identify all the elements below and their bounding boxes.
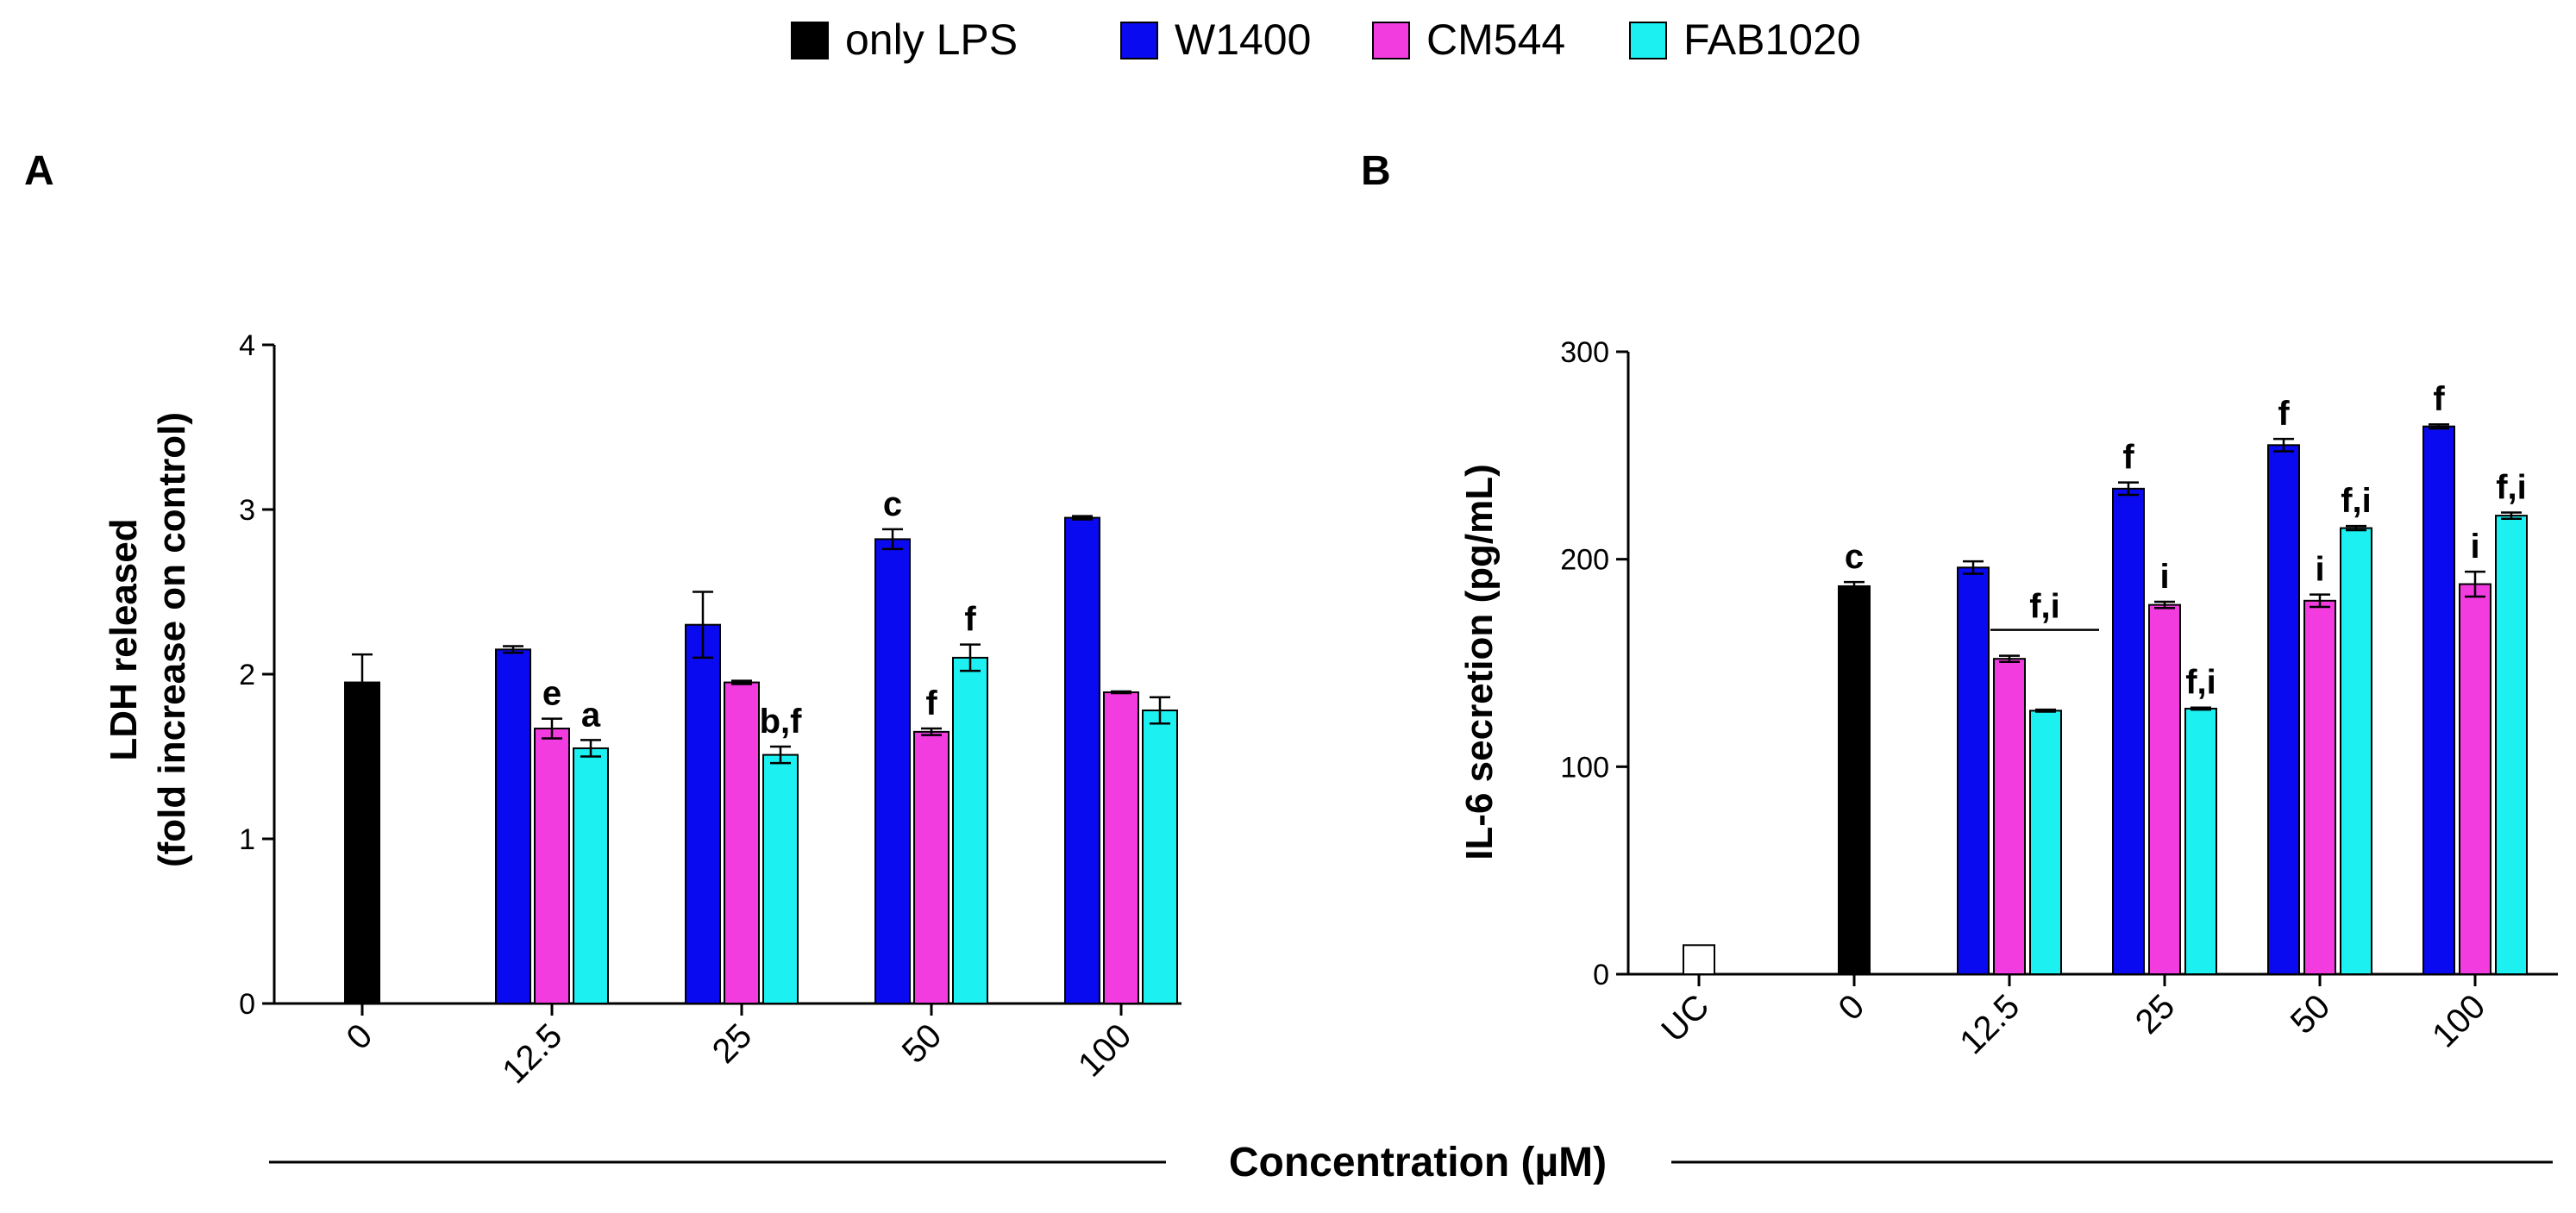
panel-a-xtick-label-50: 50 — [895, 1016, 950, 1071]
panel-a-ytick-label: 1 — [239, 823, 255, 856]
panel-a-bar-fab1020-12-5 — [573, 747, 609, 1004]
panel-b-ytick-label: 100 — [1560, 751, 1609, 784]
panel-b-sig-label-fab1020-50: f,i — [2341, 482, 2372, 520]
panel-b-bar-w1400-100 — [2422, 425, 2455, 975]
panel-b: B IL-6 secretion (pg/mL) 0 100 200 300 UC 0 12… — [1361, 148, 2558, 1061]
panel-b-xtick-label-12-5: 12.5 — [1952, 987, 2027, 1061]
panel-a-bar-w1400-25 — [685, 623, 721, 1004]
panel-b-ytick-label: 300 — [1560, 336, 1609, 369]
panel-a-bar-w1400-50 — [874, 538, 911, 1004]
panel-b-sig-label-w1400-100: f — [2433, 380, 2445, 418]
legend: only LPS W1400 CM544 FAB1020 — [791, 16, 1861, 64]
panel-a-xtick-label-12-5: 12.5 — [495, 1016, 569, 1091]
panel-b-bar-fab1020-12-5 — [2029, 710, 2062, 975]
panel-b-xtick-label-0: 0 — [1832, 987, 1872, 1028]
panel-b-ytick-label: 0 — [1593, 959, 1609, 991]
panel-a-bar-fab1020-100 — [1142, 710, 1178, 1005]
panel-a-ytick-label: 3 — [239, 494, 255, 527]
legend-swatch-cm544 — [1372, 22, 1410, 59]
panel-b-sig-label-w1400-25: f — [2122, 439, 2134, 477]
panel-b-sig-label-w1400-50: f — [2278, 395, 2290, 433]
panel-a-plot: 0 1 2 3 4 0 12.5 25 50 100 ea b,f c f f — [239, 329, 1181, 1091]
panel-a-bar-cm544-50 — [913, 730, 950, 1004]
legend-swatch-only-lps — [791, 22, 829, 59]
panel-a-ytick-label: 0 — [239, 988, 255, 1021]
panel-a-xtick-label-100: 100 — [1071, 1016, 1138, 1084]
panel-b-bar-cm544-25 — [2148, 603, 2181, 975]
panel-a: A LDH released (fold increase on control… — [24, 148, 1181, 1091]
panel-a-bar-only-lps-0 — [344, 681, 380, 1004]
panel-b-bar-fab1020-100 — [2495, 515, 2528, 975]
panel-b-sig-label-only-lps-0: c — [1845, 538, 1864, 576]
legend-swatch-w1400 — [1120, 22, 1158, 59]
panel-a-bar-fab1020-25 — [762, 753, 799, 1005]
legend-label-fab1020: FAB1020 — [1683, 16, 1861, 64]
panel-b-xtick-label-uc: UC — [1654, 987, 1716, 1049]
panel-b-bar-cm544-50 — [2303, 599, 2336, 975]
panel-a-bar-w1400-100 — [1064, 516, 1100, 1004]
panel-b-bar-fab1020-50 — [2340, 527, 2372, 975]
panel-a-bar-cm544-12-5 — [534, 728, 570, 1005]
legend-label-w1400: W1400 — [1175, 16, 1311, 64]
legend-label-only-lps: only LPS — [845, 16, 1018, 64]
panel-a-sig-label-fab1020-50: f — [964, 601, 976, 639]
panel-a-bar-w1400-12-5 — [495, 648, 531, 1004]
panel-a-ylabel-line2: (fold increase on control) — [151, 412, 193, 867]
shared-xlabel-text: Concentration (µM) — [1229, 1140, 1607, 1185]
panel-a-sig-label-w1400-50: c — [883, 485, 902, 523]
panel-b-bar-cm544-12-5 — [1993, 658, 2026, 975]
panel-b-bar-w1400-12-5 — [1957, 566, 1990, 975]
panel-b-xtick-label-50: 50 — [2284, 987, 2338, 1041]
panel-a-sig-label-cm544-50: f — [925, 685, 937, 722]
panel-b-bar-w1400-50 — [2267, 444, 2300, 975]
panel-b-bar-cm544-100 — [2459, 583, 2491, 976]
panel-b-bar-only-lps-0 — [1838, 585, 1871, 975]
panel-a-xtick-label-25: 25 — [705, 1016, 760, 1071]
panel-a-bar-cm544-25 — [724, 681, 760, 1004]
panel-b-sig-label-cm544-100: i — [2470, 528, 2479, 566]
panel-a-bar-cm544-100 — [1103, 691, 1139, 1004]
panel-a-xtick-label-0: 0 — [340, 1016, 380, 1057]
panel-b-sig-label-fab1020-25: f,i — [2185, 664, 2216, 702]
panel-b-plot: 0 100 200 300 UC 0 12.5 25 50 100 c f,i f i f,i f i f,i f i… — [1560, 336, 2558, 1061]
panel-b-label: B — [1361, 148, 1391, 194]
legend-label-cm544: CM544 — [1426, 16, 1565, 64]
panel-a-ylabel-line1: LDH released — [103, 518, 145, 760]
panel-a-sig-label-fab1020-25: b,f — [760, 703, 803, 741]
panel-b-bar-w1400-25 — [2112, 487, 2145, 975]
panel-a-label: A — [24, 148, 54, 194]
panel-b-ylabel: IL-6 secretion (pg/mL) — [1458, 464, 1501, 860]
panel-b-sig-label-bracket: f,i — [2029, 588, 2060, 626]
panel-a-ytick-label: 2 — [239, 659, 255, 691]
panel-a-bar-fab1020-50 — [952, 656, 988, 1005]
panel-b-xtick-label-100: 100 — [2425, 987, 2492, 1054]
panel-a-sig-label-cm544-12-5: e — [542, 675, 561, 713]
legend-swatch-fab1020 — [1629, 22, 1667, 59]
panel-b-sig-label-fab1020-100: f,i — [2496, 469, 2527, 507]
panel-b-bar-untreated-control-uc — [1683, 944, 1715, 975]
panel-a-sig-label-fab1020-12-5: a — [581, 696, 601, 734]
panel-b-ytick-label: 200 — [1560, 544, 1609, 577]
panel-b-sig-label-cm544-25: i — [2159, 558, 2169, 596]
panel-b-bar-fab1020-25 — [2184, 707, 2217, 975]
shared-xlabel: Concentration (µM) — [269, 1140, 2553, 1185]
panel-b-xtick-label-25: 25 — [2128, 987, 2183, 1041]
panel-b-sig-label-cm544-50: i — [2315, 551, 2324, 589]
panel-a-ytick-label: 4 — [239, 329, 255, 362]
